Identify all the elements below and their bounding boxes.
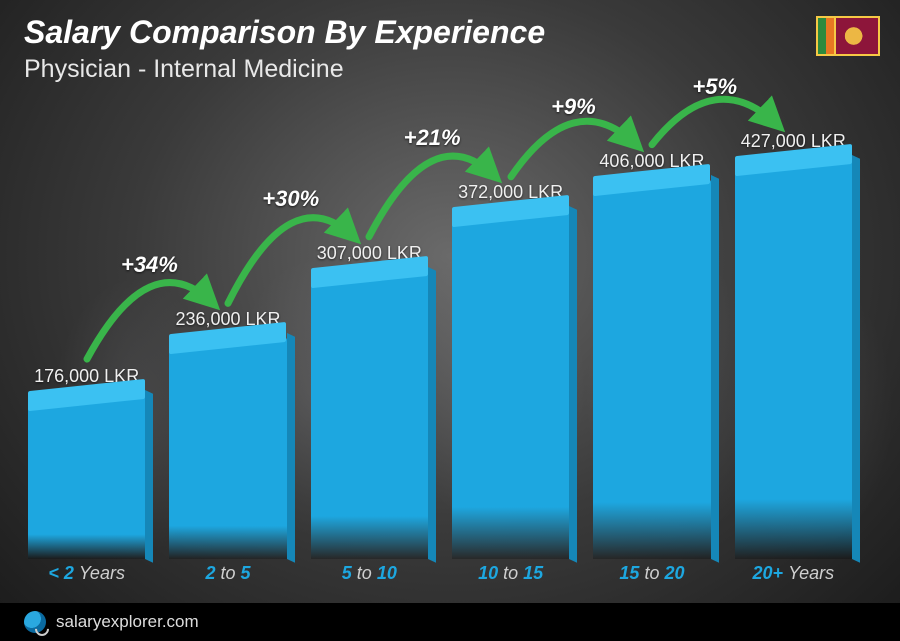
bar-wrap: 236,000 LKR (169, 309, 286, 559)
bar (593, 180, 710, 559)
x-axis-label: 2 to 5 (169, 563, 286, 587)
bar-wrap: 307,000 LKR (311, 243, 428, 559)
footer: salaryexplorer.com (0, 603, 900, 641)
bar (169, 338, 286, 559)
bars-container: 176,000 LKR236,000 LKR307,000 LKR372,000… (28, 110, 852, 559)
x-axis-label: 20+ Years (735, 563, 852, 587)
site-name: salaryexplorer.com (56, 612, 199, 632)
bar (735, 160, 852, 559)
chart-subtitle: Physician - Internal Medicine (24, 55, 876, 84)
x-axis-label: < 2 Years (28, 563, 145, 587)
bar (452, 211, 569, 559)
site-logo-icon (24, 611, 46, 633)
x-axis-label: 10 to 15 (452, 563, 569, 587)
bar (28, 395, 145, 559)
chart-title: Salary Comparison By Experience (24, 14, 876, 51)
x-axis-label: 5 to 10 (311, 563, 428, 587)
x-axis-labels: < 2 Years 2 to 5 5 to 10 10 to 15 15 to 20 20… (28, 563, 852, 587)
bar-wrap: 176,000 LKR (28, 366, 145, 559)
country-flag-icon (816, 16, 880, 56)
bar-wrap: 372,000 LKR (452, 182, 569, 559)
x-axis-label: 15 to 20 (593, 563, 710, 587)
bar (311, 272, 428, 559)
header: Salary Comparison By Experience Physicia… (24, 14, 876, 84)
bar-wrap: 427,000 LKR (735, 131, 852, 559)
bar-wrap: 406,000 LKR (593, 151, 710, 559)
salary-bar-chart: 176,000 LKR236,000 LKR307,000 LKR372,000… (28, 110, 852, 587)
